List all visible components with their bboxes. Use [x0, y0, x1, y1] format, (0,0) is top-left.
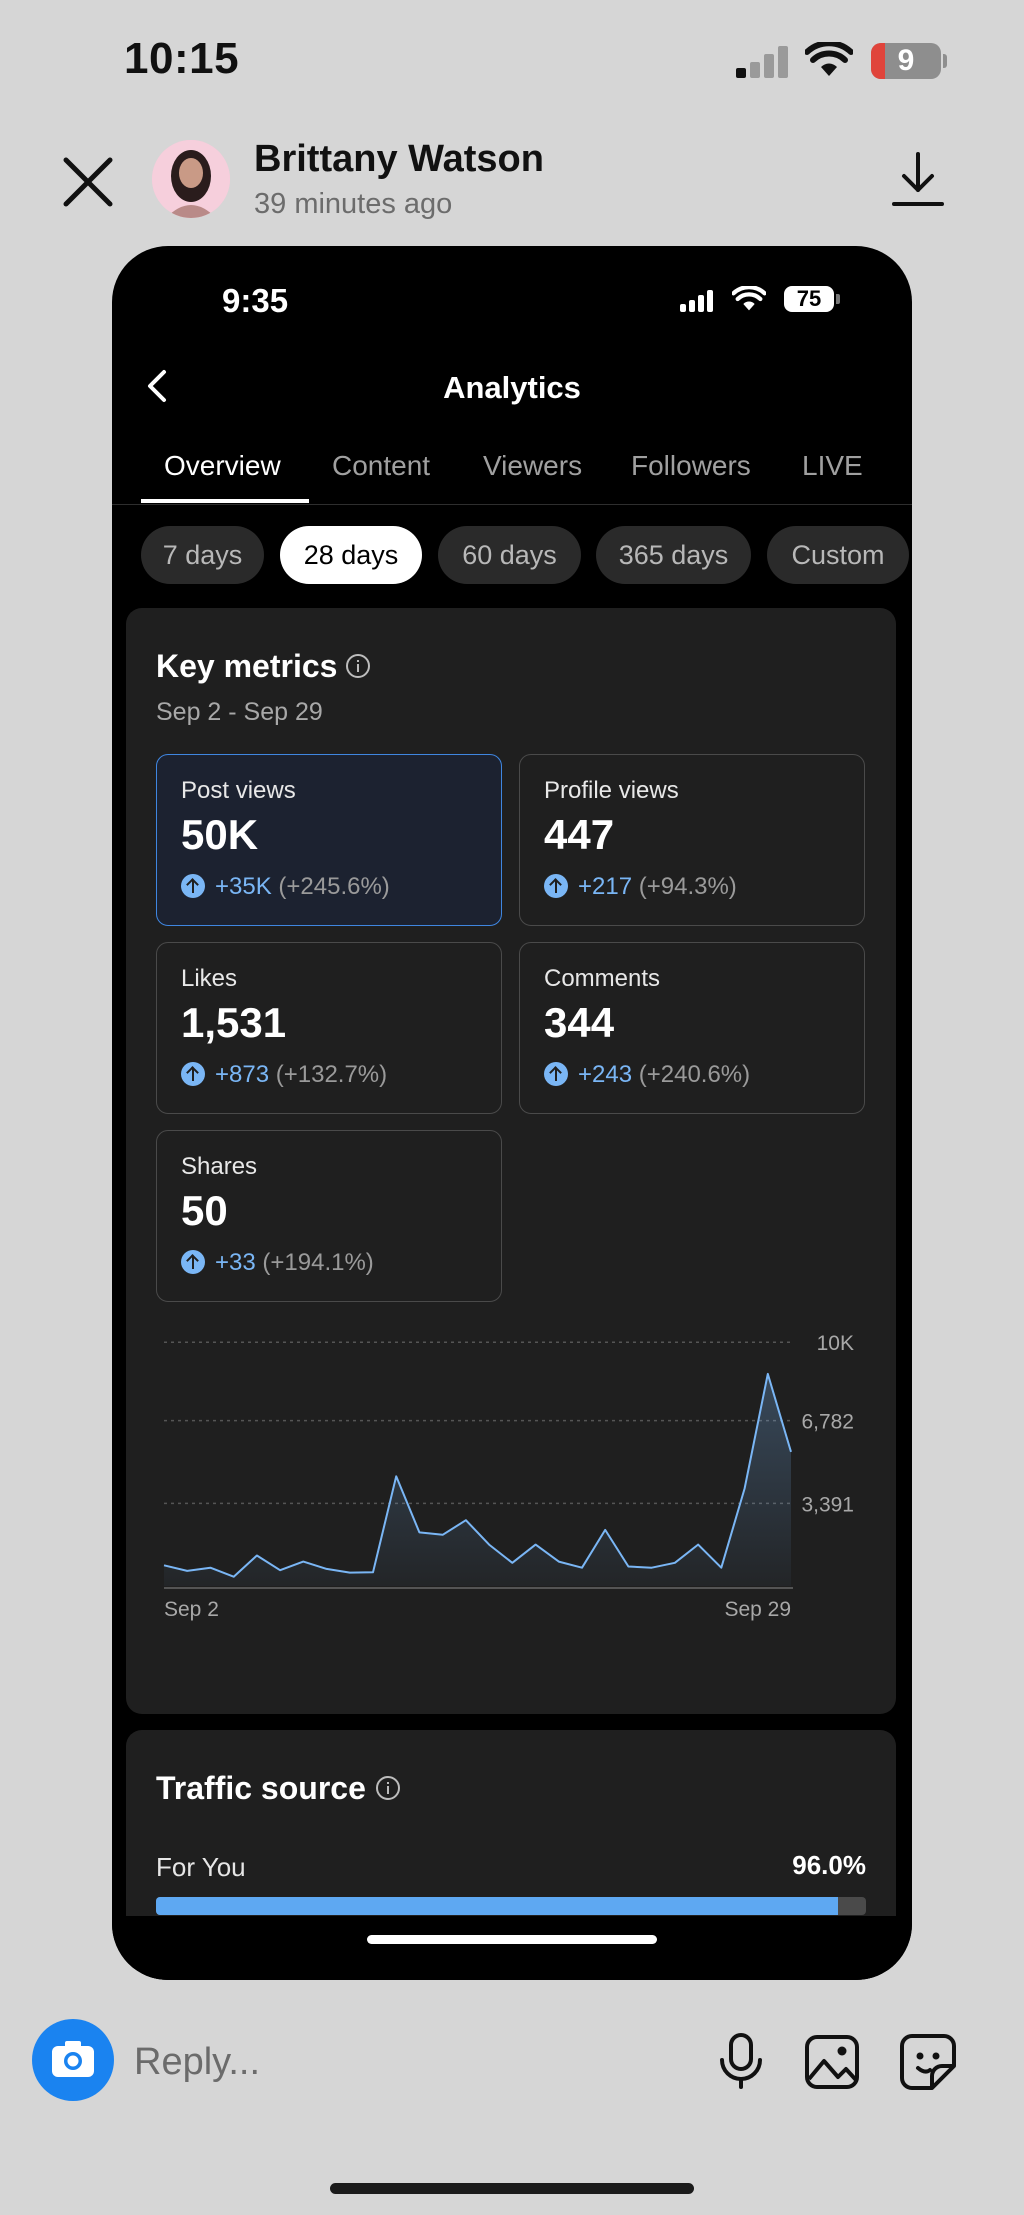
screenshot-status-time: 9:35	[222, 282, 289, 319]
tab-bar: Overview Content Viewers Followers LIVE	[112, 446, 912, 505]
metric-shares[interactable]: Shares 50 +33 (+194.1%)	[156, 1130, 502, 1302]
info-icon[interactable]	[376, 1776, 400, 1800]
arrow-up-icon	[181, 1250, 205, 1274]
metric-delta-value: +873	[215, 1061, 270, 1088]
arrow-up-icon	[181, 874, 205, 898]
sticker-icon[interactable]	[898, 2032, 958, 2092]
traffic-source-percent: 96.0%	[792, 1850, 866, 1880]
y-tick-label: 10K	[817, 1332, 854, 1355]
metric-delta: +35K (+245.6%)	[181, 873, 390, 901]
metric-delta-percent: (+240.6%)	[638, 1061, 751, 1088]
y-tick-label: 6,782	[801, 1411, 854, 1434]
metric-label: Comments	[544, 965, 661, 992]
metric-label: Profile views	[544, 777, 679, 804]
range-365-days[interactable]: 365 days	[596, 526, 751, 584]
close-icon[interactable]	[58, 152, 118, 212]
traffic-source-label: For You	[156, 1852, 246, 1882]
battery-nub	[943, 54, 947, 68]
active-tab-indicator	[141, 499, 309, 503]
info-icon[interactable]	[346, 654, 370, 678]
metric-value: 344	[544, 999, 615, 1046]
key-metrics-title: Key metrics	[156, 648, 338, 684]
arrow-up-icon	[544, 874, 568, 898]
battery-level: 9	[897, 44, 915, 77]
metric-delta-percent: (+132.7%)	[275, 1061, 388, 1088]
range-60-days[interactable]: 60 days	[438, 526, 581, 584]
metric-delta-value: +35K	[215, 873, 272, 900]
metric-delta: +243 (+240.6%)	[544, 1061, 750, 1089]
x-tick-label-start: Sep 2	[164, 1598, 219, 1621]
screenshot-wifi-icon	[732, 286, 766, 311]
microphone-icon[interactable]	[716, 2032, 766, 2090]
x-tick-label-end: Sep 29	[724, 1598, 791, 1621]
page-title: Analytics	[443, 370, 581, 405]
metric-profile-views[interactable]: Profile views 447 +217 (+94.3%)	[519, 754, 865, 926]
download-icon[interactable]	[890, 150, 946, 210]
traffic-source-bar	[156, 1897, 866, 1915]
series-line	[163, 1372, 792, 1578]
metric-delta-value: +33	[215, 1249, 256, 1276]
metric-value: 50	[181, 1187, 228, 1234]
avatar[interactable]	[152, 140, 230, 218]
metric-delta-value: +243	[578, 1061, 633, 1088]
range-custom[interactable]: Custom	[767, 526, 909, 584]
status-time: 10:15	[124, 34, 240, 83]
screenshot-bottom-area	[112, 1916, 912, 1980]
arrow-up-icon	[181, 1062, 205, 1086]
traffic-source-bar-fill	[156, 1897, 838, 1915]
shared-screenshot: 9:35 75 Analytics Overview Content Viewe…	[112, 246, 912, 1980]
sender-name[interactable]: Brittany Watson	[254, 138, 544, 180]
chevron-left-icon[interactable]	[136, 364, 180, 408]
screenshot-home-indicator	[367, 1935, 657, 1944]
metric-label: Likes	[181, 965, 238, 992]
metric-delta: +33 (+194.1%)	[181, 1249, 374, 1277]
chart-area	[164, 1373, 791, 1586]
wifi-icon	[805, 42, 853, 76]
metric-delta-percent: (+94.3%)	[638, 873, 737, 900]
metric-delta: +217 (+94.3%)	[544, 873, 737, 901]
tab-content[interactable]: Content	[332, 450, 431, 481]
metric-value: 447	[544, 811, 615, 858]
metric-delta: +873 (+132.7%)	[181, 1061, 387, 1089]
camera-button[interactable]	[32, 2019, 114, 2101]
metric-label: Shares	[181, 1153, 258, 1180]
range-28-days[interactable]: 28 days	[280, 526, 422, 584]
metric-value: 50K	[181, 811, 259, 858]
traffic-source-title: Traffic source	[156, 1770, 366, 1806]
post-views-chart: 10K 6,782 3,391 Sep 2 Sep 29	[163, 1332, 854, 1621]
screenshot-signal-icon	[680, 290, 714, 312]
metric-value: 1,531	[181, 999, 287, 1046]
y-tick-label: 3,391	[801, 1493, 854, 1516]
reply-input[interactable]: Reply...	[134, 2041, 261, 2083]
metric-label: Post views	[181, 777, 296, 804]
metric-post-views[interactable]: Post views 50K +35K (+245.6%)	[156, 754, 502, 926]
screenshot-battery-nub	[836, 294, 840, 304]
tab-overview[interactable]: Overview	[164, 450, 281, 481]
message-time: 39 minutes ago	[254, 188, 453, 220]
home-indicator	[330, 2183, 694, 2194]
metric-delta-percent: (+194.1%)	[262, 1249, 374, 1276]
arrow-up-icon	[544, 1062, 568, 1086]
date-range: Sep 2 - Sep 29	[156, 698, 323, 726]
tab-followers[interactable]: Followers	[631, 450, 751, 481]
image-icon[interactable]	[804, 2034, 860, 2090]
battery-indicator: 9	[871, 43, 941, 79]
metric-comments[interactable]: Comments 344 +243 (+240.6%)	[519, 942, 865, 1114]
tab-live[interactable]: LIVE	[802, 450, 863, 481]
signal-icon	[736, 46, 788, 78]
camera-icon	[52, 2041, 94, 2077]
metric-likes[interactable]: Likes 1,531 +873 (+132.7%)	[156, 942, 502, 1114]
metric-delta-value: +217	[578, 873, 633, 900]
tab-viewers[interactable]: Viewers	[483, 450, 583, 481]
key-metrics-card: Key metrics Sep 2 - Sep 29 Post views 50…	[126, 608, 896, 1714]
screenshot-battery: 75	[784, 286, 834, 312]
range-7-days[interactable]: 7 days	[141, 526, 264, 584]
metric-delta-percent: (+245.6%)	[278, 873, 390, 900]
